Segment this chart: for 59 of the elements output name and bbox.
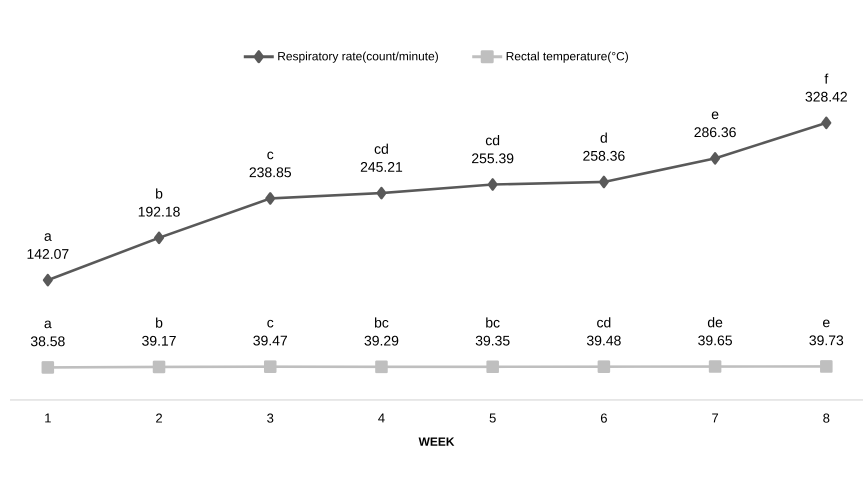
point <box>821 116 832 130</box>
annotation: cd <box>597 317 610 328</box>
point <box>598 360 610 373</box>
annotation: cd <box>486 135 500 146</box>
data-label: 238.85 <box>250 167 291 178</box>
point <box>710 152 720 165</box>
annotation: a <box>44 233 52 241</box>
legend-label: Respiratory rate(count/minute) <box>278 52 438 63</box>
data-label: 38.58 <box>30 336 65 346</box>
point <box>598 176 609 188</box>
point <box>376 186 386 200</box>
data-label: 39.48 <box>586 336 621 346</box>
annotation: e <box>712 112 718 120</box>
annotation: d <box>600 132 607 143</box>
point <box>152 360 166 374</box>
point <box>375 360 388 374</box>
point <box>486 360 499 374</box>
data-label: 39.35 <box>476 336 510 346</box>
legend-label: Rectal temperature(°C) <box>506 52 628 63</box>
data-label: 286.36 <box>694 127 736 138</box>
x-axis-title: WEEK <box>418 438 454 446</box>
annotation: a <box>44 320 52 328</box>
point <box>708 360 722 373</box>
data-label: 39.29 <box>364 336 398 346</box>
data-label: 255.39 <box>472 153 514 164</box>
data-label: 192.18 <box>138 206 180 217</box>
annotation: c <box>267 320 274 328</box>
point <box>264 360 277 373</box>
point <box>820 360 833 373</box>
x-tick-label: 8 <box>823 414 830 423</box>
data-label: 39.73 <box>809 335 844 346</box>
annotation: de <box>708 317 722 328</box>
x-tick-label: 3 <box>267 414 274 423</box>
x-tick-label: 2 <box>156 414 162 423</box>
x-tick-label: 7 <box>712 414 718 422</box>
data-label: 328.42 <box>806 92 847 102</box>
annotation: c <box>267 152 274 160</box>
data-label: 39.47 <box>253 336 287 346</box>
annotation: bc <box>486 317 500 328</box>
data-label: 39.17 <box>142 336 176 346</box>
data-label: 142.07 <box>28 249 68 259</box>
annotation: b <box>156 188 162 199</box>
data-label: 39.65 <box>698 335 732 346</box>
annotation: e <box>823 320 830 328</box>
annotation: cd <box>374 144 388 154</box>
x-tick-label: 1 <box>45 414 51 422</box>
annotation: b <box>156 317 162 328</box>
data-label: 245.21 <box>360 162 402 172</box>
point <box>42 274 53 286</box>
annotation: f <box>824 74 828 84</box>
point <box>154 232 164 244</box>
point <box>265 192 276 205</box>
x-tick-label: 5 <box>490 414 496 423</box>
point <box>42 361 54 374</box>
x-tick-label: 4 <box>378 414 385 422</box>
point <box>488 178 498 191</box>
data-label: 258.36 <box>583 150 625 161</box>
x-tick-label: 6 <box>600 414 607 423</box>
annotation: bc <box>375 317 388 328</box>
